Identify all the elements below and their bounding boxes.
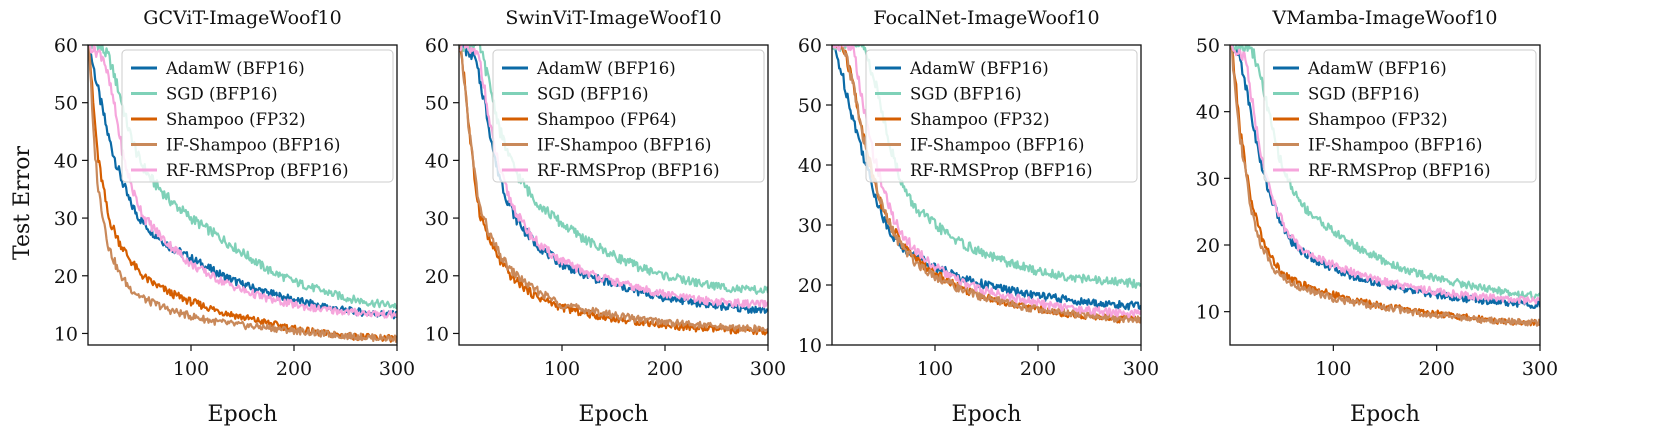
y-tick-label: 20 — [425, 266, 449, 288]
y-tick-label: 30 — [798, 215, 822, 237]
x-tick-label: 300 — [1522, 358, 1558, 380]
y-tick-label: 40 — [1196, 102, 1220, 124]
legend: AdamW (BFP16) SGD (BFP16) Shampoo (FP32) IF… — [865, 49, 1138, 183]
x-axis-label: Epoch — [1350, 402, 1420, 427]
legend-box — [121, 49, 394, 183]
legend-entry-shampoo: Shampoo (FP32) — [166, 110, 306, 129]
x-axis-label: Epoch — [952, 402, 1022, 427]
series-line-if-shampoo — [838, 45, 1141, 324]
legend-entry-rf-rmsprop: RF-RMSProp (BFP16) — [537, 161, 720, 180]
series-line-rf-rmsprop — [459, 45, 768, 309]
legend-entry-rf-rmsprop: RF-RMSProp (BFP16) — [166, 161, 349, 180]
legend: AdamW (BFP16) SGD (BFP16) Shampoo (FP64) IF… — [492, 49, 765, 183]
y-tick-label: 60 — [798, 35, 822, 57]
x-tick-label: 100 — [917, 358, 953, 380]
legend-box — [492, 49, 765, 183]
legend-entry-rf-rmsprop: RF-RMSProp (BFP16) — [1308, 161, 1491, 180]
x-tick-label: 100 — [173, 358, 209, 380]
legend-box — [1263, 49, 1537, 183]
y-tick-label: 10 — [54, 323, 78, 345]
series-line-if-shampoo — [459, 45, 768, 333]
series-line-adamw — [88, 45, 397, 320]
legend-entry-sgd: SGD (BFP16) — [166, 85, 278, 104]
x-tick-label: 100 — [1315, 358, 1351, 380]
legend-entry-if-shampoo: IF-Shampoo (BFP16) — [1308, 136, 1482, 155]
legend-entry-adamw: AdamW (BFP16) — [909, 59, 1049, 78]
chart-title: FocalNet-ImageWoof10 — [873, 7, 1099, 29]
legend-entry-sgd: SGD (BFP16) — [537, 85, 649, 104]
y-tick-label: 20 — [54, 266, 78, 288]
y-tick-label: 20 — [798, 275, 822, 297]
legend-box — [865, 49, 1138, 183]
x-tick-label: 300 — [379, 358, 415, 380]
series-line-if-shampoo — [1230, 45, 1540, 327]
x-tick-label: 200 — [647, 358, 683, 380]
legend: AdamW (BFP16) SGD (BFP16) Shampoo (FP32) IF… — [121, 49, 394, 183]
y-tick-label: 50 — [425, 93, 449, 115]
legend-entry-shampoo: Shampoo (FP32) — [1308, 110, 1448, 129]
y-tick-label: 30 — [1196, 168, 1220, 190]
x-tick-label: 200 — [276, 358, 312, 380]
chart-panel-1: GCViT-ImageWoof10 10 20 30 40 50 60 100 200 300 Ep… — [54, 7, 415, 427]
y-tick-label: 40 — [54, 150, 78, 172]
x-tick-label: 200 — [1020, 358, 1056, 380]
y-tick-label: 60 — [425, 35, 449, 57]
y-tick-label: 10 — [425, 323, 449, 345]
x-axis-label: Epoch — [208, 402, 278, 427]
y-tick-label: 30 — [54, 208, 78, 230]
series-line-if-shampoo — [88, 45, 397, 343]
chart-title: GCViT-ImageWoof10 — [143, 7, 341, 29]
x-tick-label: 200 — [1419, 358, 1455, 380]
legend-entry-shampoo: Shampoo (FP32) — [910, 110, 1050, 129]
axes-frame — [458, 44, 769, 346]
y-tick-label: 40 — [425, 150, 449, 172]
series-line-rf-rmsprop — [832, 45, 1141, 319]
legend-entry-rf-rmsprop: RF-RMSProp (BFP16) — [910, 161, 1093, 180]
legend-entry-sgd: SGD (BFP16) — [910, 85, 1022, 104]
y-tick-label: 50 — [798, 95, 822, 117]
y-tick-label: 50 — [1196, 35, 1220, 57]
legend-entry-if-shampoo: IF-Shampoo (BFP16) — [537, 136, 711, 155]
y-tick-label: 10 — [1196, 302, 1220, 324]
series-line-rf-rmsprop — [88, 45, 397, 319]
x-tick-label: 300 — [1123, 358, 1159, 380]
legend-entry-if-shampoo: IF-Shampoo (BFP16) — [166, 136, 340, 155]
y-tick-label: 60 — [54, 35, 78, 57]
y-tick-label: 20 — [1196, 235, 1220, 257]
x-tick-label: 300 — [750, 358, 786, 380]
legend-entry-adamw: AdamW (BFP16) — [1307, 59, 1447, 78]
legend-entry-sgd: SGD (BFP16) — [1308, 85, 1420, 104]
chart-panel-4: VMamba-ImageWoof10 10 20 30 40 50 100 200 300 Epo… — [1196, 7, 1558, 427]
legend-entry-adamw: AdamW (BFP16) — [536, 59, 676, 78]
y-tick-label: 50 — [54, 93, 78, 115]
axes-frame — [87, 44, 398, 346]
y-tick-label: 40 — [798, 155, 822, 177]
legend: AdamW (BFP16) SGD (BFP16) Shampoo (FP32) IF… — [1263, 49, 1537, 183]
chart-title: VMamba-ImageWoof10 — [1271, 7, 1497, 29]
x-tick-label: 100 — [544, 358, 580, 380]
chart-panel-3: FocalNet-ImageWoof10 10 20 30 40 50 60 100 200 30… — [798, 7, 1159, 427]
chart-title: SwinViT-ImageWoof10 — [505, 7, 721, 29]
series-line-shampoo — [459, 47, 768, 336]
y-tick-label: 30 — [425, 208, 449, 230]
y-tick-label: 10 — [798, 335, 822, 357]
axes-frame — [1229, 44, 1541, 346]
legend-entry-if-shampoo: IF-Shampoo (BFP16) — [910, 136, 1084, 155]
series-line-rf-rmsprop — [1230, 45, 1540, 305]
x-axis-label: Epoch — [579, 402, 649, 427]
axes-frame — [831, 44, 1142, 346]
chart-panel-2: SwinViT-ImageWoof10 10 20 30 40 50 60 100 200 300… — [425, 7, 786, 427]
legend-entry-shampoo: Shampoo (FP64) — [537, 110, 677, 129]
figure-ylabel: Test Error — [10, 146, 35, 260]
legend-entry-adamw: AdamW (BFP16) — [165, 59, 305, 78]
